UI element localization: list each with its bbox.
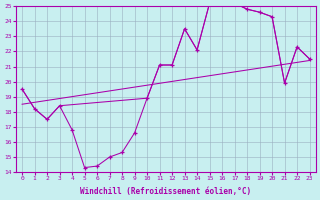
X-axis label: Windchill (Refroidissement éolien,°C): Windchill (Refroidissement éolien,°C) — [80, 187, 252, 196]
